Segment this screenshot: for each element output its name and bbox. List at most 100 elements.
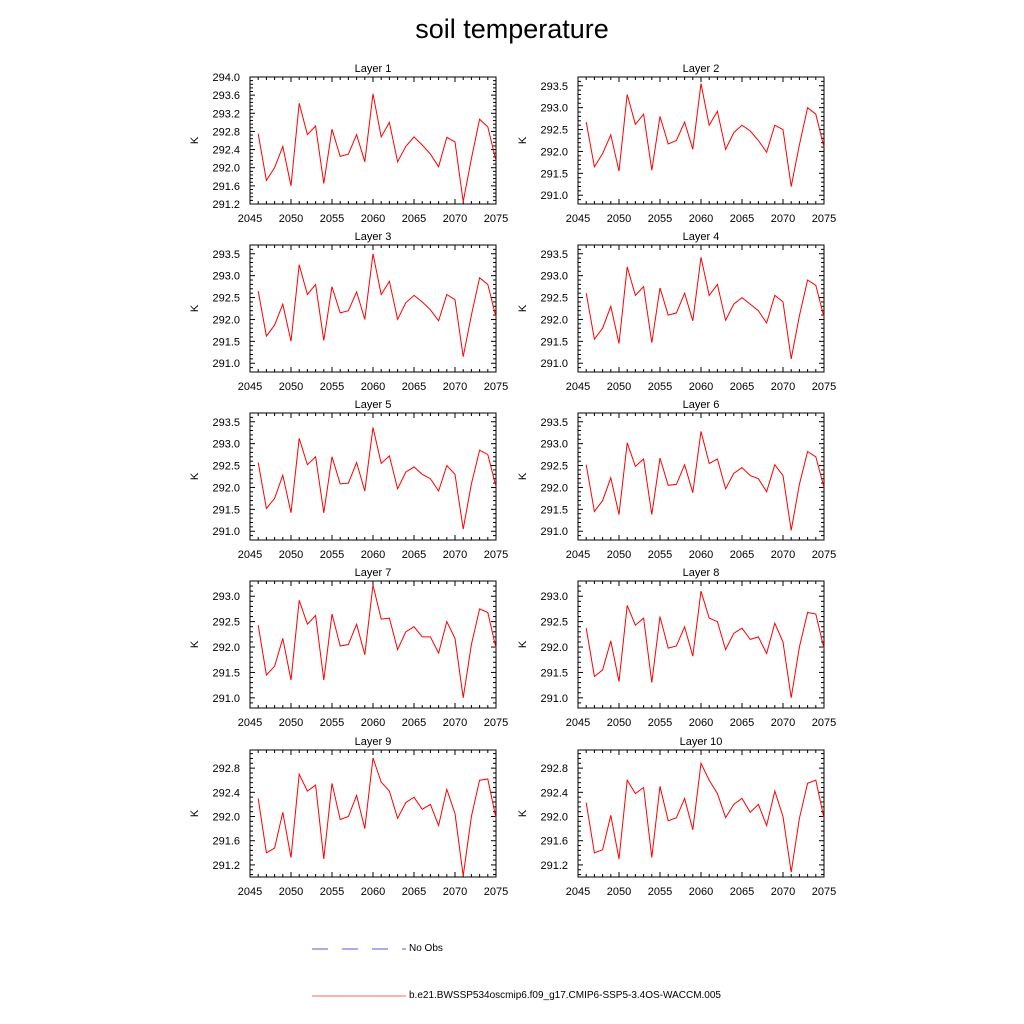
x-tick-label: 2045 [566,213,590,225]
y-tick-label: 292.4 [212,145,240,157]
x-tick-label: 2045 [238,381,262,393]
x-tick-label: 2045 [238,549,262,561]
y-tick-label: 292.5 [540,617,568,629]
x-tick-label: 2060 [361,381,385,393]
y-tick-label: 292.4 [540,787,568,799]
y-tick-label: 292.8 [212,763,240,775]
x-tick-label: 2070 [771,213,795,225]
y-tick-label: 291.0 [540,526,568,538]
panel-6: Layer 6 K 2045 2050 2055 2060 2065 2070 2075 291.… [517,399,836,561]
y-tick-label: 293.0 [212,439,240,451]
x-tick-label: 2050 [607,381,631,393]
x-tick-label: 2060 [361,886,385,898]
x-tick-label: 2075 [812,381,836,393]
y-tick-label: 292.0 [212,642,240,654]
y-tick-label: 291.0 [540,190,568,202]
plot-frame [249,412,497,541]
series-line [585,761,825,873]
x-tick-label: 2060 [689,886,713,898]
panel-title: Layer 2 [683,63,720,75]
x-tick-label: 2070 [771,886,795,898]
x-tick-label: 2065 [402,381,426,393]
y-axis-label: K [189,136,201,144]
y-tick-label: 291.0 [540,693,568,705]
plot-frame [577,244,825,373]
x-tick-label: 2045 [566,886,590,898]
y-tick-label: 293.6 [212,90,240,102]
x-tick-label: 2070 [443,717,467,729]
y-tick-label: 292.0 [540,812,568,824]
y-tick-label: 294.0 [212,72,240,84]
y-tick-label: 291.5 [212,336,240,348]
y-axis-label: K [189,809,201,817]
x-tick-label: 2045 [238,213,262,225]
y-axis-label: K [517,304,529,312]
series-line [585,431,825,531]
x-tick-label: 2055 [320,886,344,898]
y-tick-label: 292.0 [212,812,240,824]
x-tick-label: 2065 [730,381,754,393]
panel-10: Layer 10 K 2045 2050 2055 2060 2065 2070 2075 291… [517,736,836,898]
y-tick-label: 292.0 [540,642,568,654]
plot-frame [577,76,825,205]
x-tick-label: 2065 [402,213,426,225]
x-tick-label: 2045 [566,381,590,393]
y-tick-label: 291.6 [540,836,568,848]
y-tick-label: 293.2 [212,108,240,120]
x-tick-label: 2055 [648,717,672,729]
x-tick-label: 2055 [648,886,672,898]
x-tick-label: 2050 [607,717,631,729]
x-tick-label: 2070 [771,549,795,561]
y-tick-label: 292.5 [212,461,240,473]
y-tick-label: 293.5 [540,249,568,261]
y-tick-label: 291.5 [540,667,568,679]
y-tick-label: 291.5 [212,504,240,516]
panel-2: Layer 2 K 2045 2050 2055 2060 2065 2070 2075 291.… [517,63,836,225]
x-tick-label: 2050 [279,549,303,561]
x-tick-label: 2055 [320,549,344,561]
x-tick-label: 2045 [238,886,262,898]
x-tick-label: 2075 [484,886,508,898]
x-tick-label: 2070 [443,381,467,393]
x-tick-label: 2050 [607,886,631,898]
y-tick-label: 292.0 [212,482,240,494]
y-tick-label: 292.0 [540,314,568,326]
y-tick-label: 292.5 [212,617,240,629]
y-tick-label: 292.8 [212,126,240,138]
panel-title: Layer 5 [355,399,392,411]
x-tick-label: 2055 [648,381,672,393]
x-tick-label: 2055 [320,213,344,225]
panel-title: Layer 3 [355,231,392,243]
x-tick-label: 2060 [689,381,713,393]
x-tick-label: 2075 [484,717,508,729]
y-tick-label: 291.2 [540,860,568,872]
panel-title: Layer 8 [683,567,720,579]
y-tick-label: 293.0 [540,103,568,115]
x-tick-label: 2060 [361,549,385,561]
x-tick-label: 2065 [730,549,754,561]
y-tick-label: 292.4 [212,787,240,799]
panel-title: Layer 6 [683,399,720,411]
panel-7: Layer 7 K 2045 2050 2055 2060 2065 2070 2075 291.… [189,567,508,729]
x-tick-label: 2045 [566,549,590,561]
panel-9: Layer 9 K 2045 2050 2055 2060 2065 2070 2075 291.… [189,736,508,898]
x-tick-label: 2070 [443,213,467,225]
x-tick-label: 2055 [648,213,672,225]
panel-3: Layer 3 K 2045 2050 2055 2060 2065 2070 2075 291.… [189,231,508,393]
y-tick-label: 292.0 [212,314,240,326]
x-tick-label: 2060 [689,213,713,225]
x-tick-label: 2055 [320,717,344,729]
y-tick-label: 293.5 [540,417,568,429]
panel-4: Layer 4 K 2045 2050 2055 2060 2065 2070 2075 291.… [517,231,836,393]
panel-title: Layer 4 [683,231,720,243]
x-tick-label: 2075 [812,549,836,561]
y-tick-label: 291.2 [212,860,240,872]
panel-title: Layer 10 [680,736,723,748]
x-tick-label: 2060 [361,717,385,729]
x-tick-label: 2075 [812,213,836,225]
y-tick-label: 291.0 [212,526,240,538]
y-tick-label: 292.5 [540,461,568,473]
x-tick-label: 2070 [443,886,467,898]
x-tick-label: 2075 [484,213,508,225]
